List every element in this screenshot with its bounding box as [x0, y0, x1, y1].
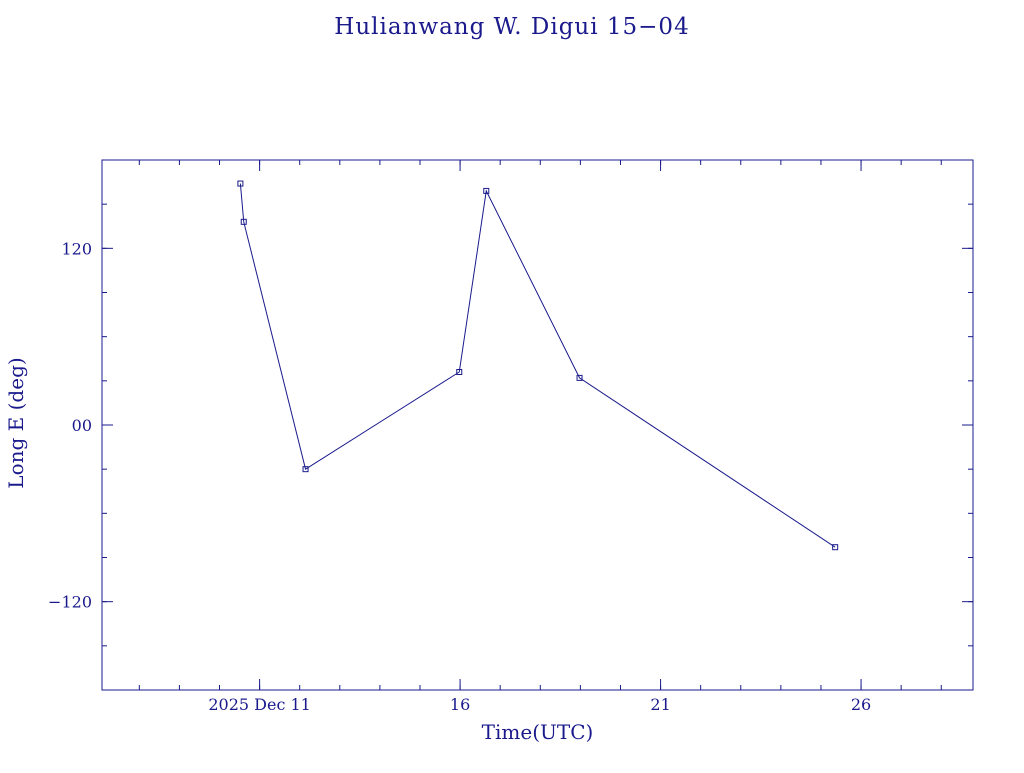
data-point-marker — [456, 369, 463, 375]
x-tick-label: 2025 Dec 11 — [208, 695, 311, 714]
y-tick-label: 00 — [72, 416, 92, 435]
data-point-marker — [832, 544, 839, 551]
data-point-marker — [483, 187, 490, 194]
x-tick-label: 26 — [851, 695, 871, 714]
x-tick-label: 16 — [450, 695, 470, 714]
x-tick-label: 21 — [650, 695, 670, 714]
y-tick-label: −120 — [48, 593, 92, 612]
data-point-marker — [237, 180, 244, 187]
plot-frame — [101, 159, 974, 691]
x-axis-label: Time(UTC) — [482, 720, 594, 744]
data-point-marker — [240, 218, 247, 225]
data-point-marker — [302, 466, 309, 473]
y-axis-label: Long E (deg) — [4, 357, 28, 488]
data-point-marker — [576, 374, 583, 381]
chart-title: Hulianwang W. Digui 15−04 — [334, 14, 690, 40]
y-tick-label: 120 — [61, 239, 92, 258]
series-line — [239, 183, 836, 548]
